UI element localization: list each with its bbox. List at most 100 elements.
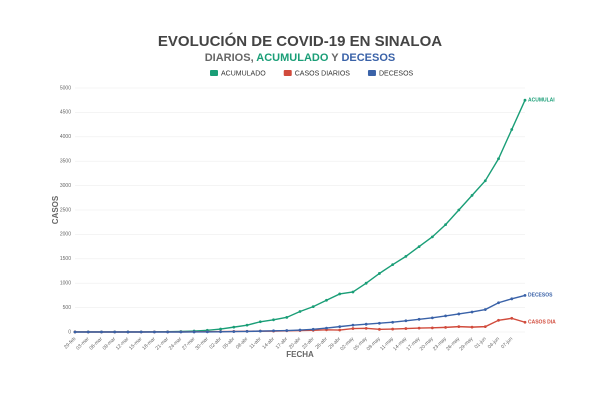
- data-point: [245, 330, 249, 333]
- x-tick-label: 18-mar: [141, 336, 157, 352]
- legend-label: CASOS DIARIOS: [295, 70, 351, 77]
- legend-swatch: [367, 70, 376, 76]
- data-point: [311, 327, 315, 331]
- data-point: [351, 327, 355, 330]
- data-point: [457, 208, 461, 212]
- data-point: [523, 320, 527, 324]
- data-point: [457, 325, 461, 329]
- y-tick-label: 3000: [60, 183, 71, 189]
- y-tick-label: 1500: [60, 256, 71, 262]
- data-point: [338, 328, 342, 332]
- data-point: [325, 298, 328, 302]
- data-point: [430, 316, 434, 320]
- legend-label: DECESOS: [379, 70, 414, 77]
- subtitle-part: DIARIOS,: [205, 52, 257, 64]
- data-point: [232, 330, 236, 334]
- y-tick-label: 3500: [60, 159, 71, 165]
- legend-swatch: [283, 70, 292, 76]
- y-tick-label: 0: [68, 329, 71, 335]
- subtitle-part: ACUMULADO: [256, 52, 329, 64]
- x-tick-label: 15-mar: [128, 336, 144, 352]
- x-axis-label: FECHA: [286, 350, 314, 359]
- data-point: [153, 330, 156, 334]
- data-point: [391, 263, 395, 267]
- data-point: [378, 272, 381, 275]
- data-point: [73, 330, 77, 334]
- legend-swatch: [210, 70, 218, 76]
- data-point: [523, 294, 527, 297]
- data-point: [351, 290, 355, 294]
- data-point: [510, 128, 514, 131]
- x-tick-label: 14-abr: [261, 336, 276, 351]
- x-tick-label: 05-abr: [222, 336, 237, 351]
- chart-title: EVOLUCIÓN DE COVID-19 EN SINALOA: [158, 32, 442, 50]
- data-point: [391, 320, 395, 324]
- subtitle-part: DECESOS: [341, 52, 395, 64]
- x-tick-label: 23-abr: [301, 336, 316, 351]
- data-point: [404, 327, 408, 330]
- data-point: [470, 193, 474, 197]
- data-point: [298, 328, 302, 332]
- end-label: DECESOS: [528, 293, 553, 299]
- chart-subtitle: DIARIOS, ACUMULADO Y DECESOS: [205, 52, 396, 64]
- x-tick-label: 03-mar: [75, 336, 91, 352]
- end-label: ACUMULAI: [528, 98, 555, 104]
- data-point: [417, 317, 421, 321]
- x-tick-label: 02-abr: [208, 336, 223, 351]
- data-point: [126, 330, 130, 334]
- data-point: [510, 316, 514, 320]
- data-point: [179, 330, 183, 334]
- data-point: [483, 179, 487, 183]
- data-point: [139, 330, 143, 334]
- subtitle-part: Y: [328, 52, 341, 64]
- data-point: [338, 292, 342, 296]
- data-point: [364, 281, 368, 285]
- data-point: [338, 325, 342, 329]
- data-point: [483, 325, 487, 329]
- data-point: [364, 322, 368, 326]
- x-tick-label: 24-mar: [168, 336, 184, 352]
- data-point: [497, 157, 500, 161]
- data-point: [404, 254, 408, 258]
- data-point: [166, 330, 170, 334]
- data-point: [444, 223, 447, 227]
- data-point: [298, 310, 302, 313]
- legend-label: ACUMULADO: [221, 70, 266, 77]
- data-point: [404, 319, 408, 323]
- x-tick-label: 04-jun: [487, 336, 501, 350]
- data-point: [444, 325, 447, 329]
- data-point: [483, 308, 487, 311]
- data-point: [258, 320, 262, 324]
- data-point: [378, 327, 381, 331]
- data-point: [245, 323, 249, 327]
- data-point: [100, 330, 103, 334]
- data-point: [523, 98, 527, 102]
- x-tick-label: 12-mar: [115, 336, 131, 352]
- data-point: [378, 321, 381, 325]
- data-point: [364, 326, 368, 330]
- data-point: [311, 305, 315, 309]
- data-point: [272, 318, 275, 322]
- y-tick-label: 2500: [60, 207, 71, 213]
- x-tick-label: 08-abr: [235, 336, 250, 351]
- data-point: [219, 330, 222, 334]
- x-tick-label: 08-may: [366, 336, 382, 352]
- data-point: [232, 325, 236, 329]
- data-point: [444, 314, 447, 318]
- data-point: [86, 330, 90, 334]
- data-point: [113, 330, 117, 334]
- data-point: [417, 245, 421, 249]
- x-tick-label: 17-abr: [275, 336, 290, 351]
- data-point: [430, 326, 434, 330]
- data-point: [457, 312, 461, 316]
- y-tick-label: 4500: [60, 110, 71, 116]
- data-point: [325, 326, 328, 330]
- x-tick-label: 20-abr: [288, 336, 303, 351]
- data-point: [192, 330, 196, 334]
- data-point: [510, 297, 514, 301]
- data-point: [497, 301, 500, 305]
- data-point: [391, 327, 395, 331]
- data-point: [417, 326, 421, 330]
- data-point: [205, 330, 209, 334]
- data-point: [258, 329, 262, 333]
